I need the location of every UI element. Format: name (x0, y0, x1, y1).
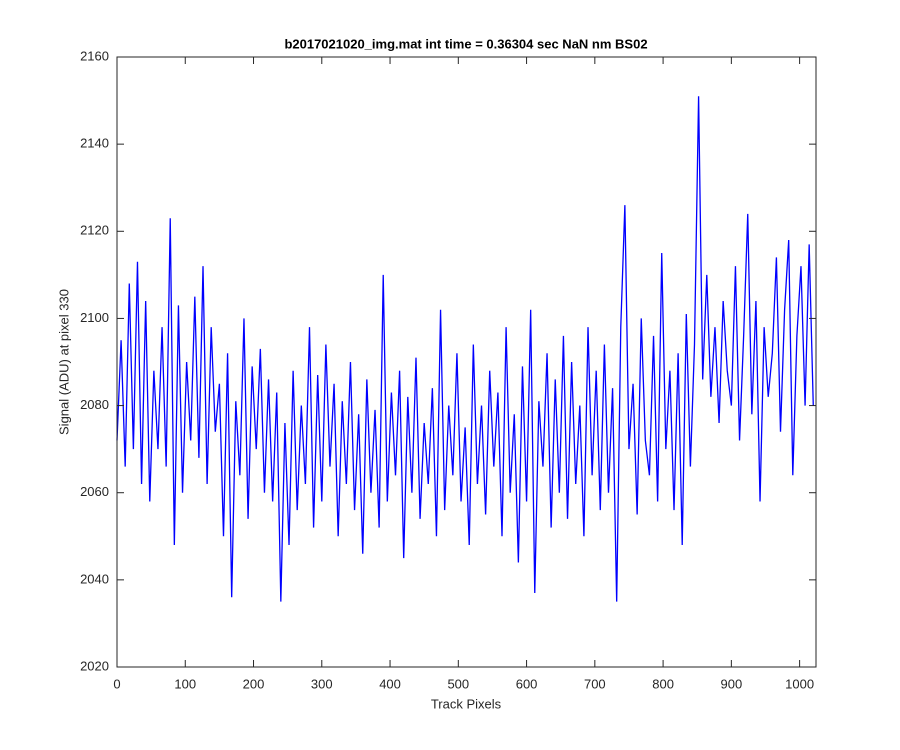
x-tick-label: 700 (584, 676, 606, 691)
x-tick-label: 100 (174, 676, 196, 691)
y-tick-label: 2060 (80, 484, 109, 499)
y-tick-label: 2040 (80, 571, 109, 586)
x-tick-label: 1000 (785, 676, 814, 691)
x-tick-label: 400 (379, 676, 401, 691)
y-axis-label: Signal (ADU) at pixel 330 (56, 289, 71, 435)
y-tick-label: 2140 (80, 136, 109, 151)
chart-title: b2017021020_img.mat int time = 0.36304 s… (284, 36, 647, 51)
y-tick-label: 2100 (80, 310, 109, 325)
plot-content (116, 96, 814, 602)
x-tick-label: 900 (721, 676, 743, 691)
y-tick-label: 2080 (80, 397, 109, 412)
y-tick-label: 2120 (80, 223, 109, 238)
data-line (116, 96, 814, 602)
x-tick-label: 300 (311, 676, 333, 691)
y-tick-label: 2020 (80, 658, 109, 673)
y-tick-label: 2160 (80, 48, 109, 63)
x-tick-label: 500 (447, 676, 469, 691)
x-tick-label: 800 (652, 676, 674, 691)
x-tick-label: 600 (516, 676, 538, 691)
x-tick-label: 200 (243, 676, 265, 691)
x-tick-label: 0 (113, 676, 120, 691)
axes-box (116, 56, 817, 668)
x-axis-label: Track Pixels (431, 696, 502, 711)
plot-area (117, 57, 816, 667)
